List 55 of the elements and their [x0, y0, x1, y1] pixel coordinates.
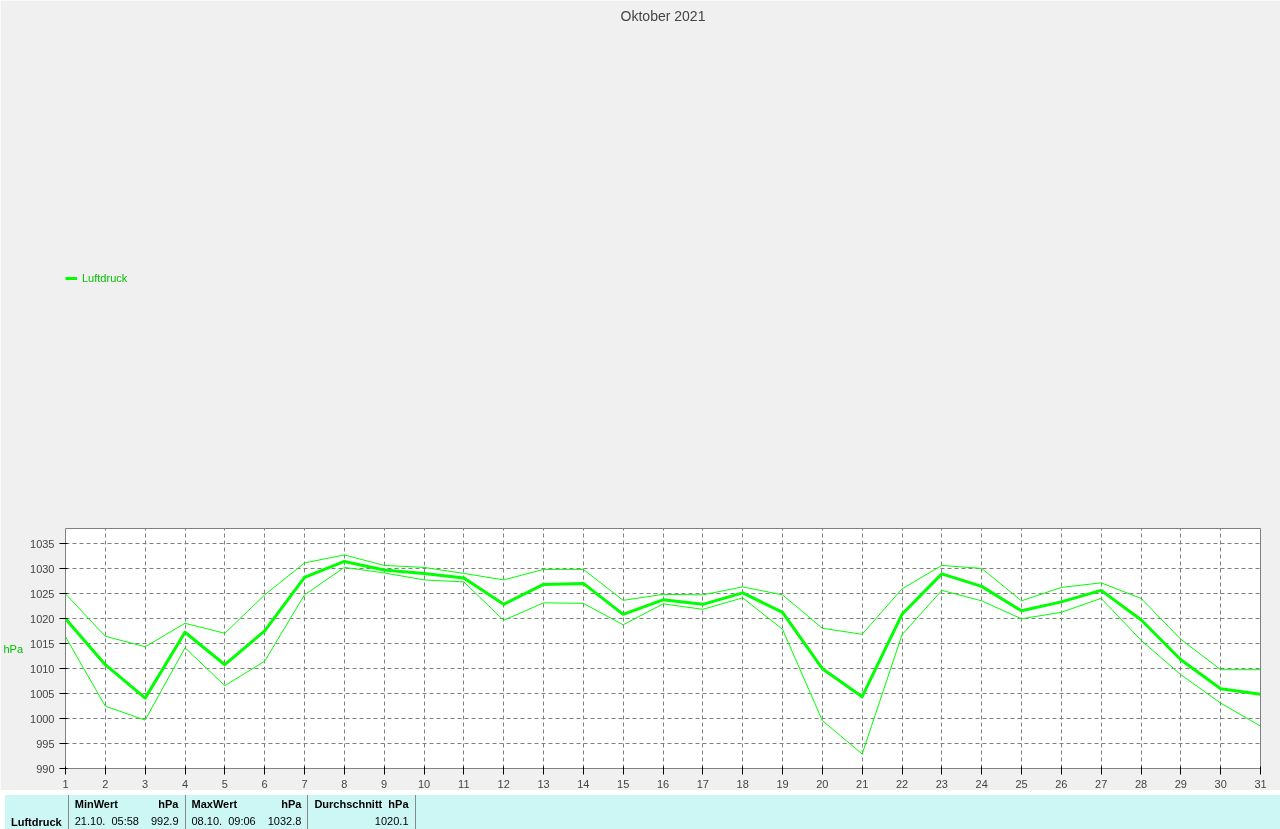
text: Durchschnitt hPa: [307, 795, 416, 812]
chart-title: Oktober 2021: [620, 7, 706, 24]
y-tick-label: 1010: [30, 662, 55, 675]
y-tick-label: 1035: [30, 537, 55, 550]
text: MaxWert: [190, 796, 239, 812]
x-tick-label: 21: [856, 777, 869, 790]
y-tick-label: 1015: [30, 637, 55, 650]
x-tick-label: 6: [261, 777, 268, 790]
x-tick-label: 29: [1174, 777, 1187, 790]
x-tick-label: 3: [142, 777, 149, 790]
x-tick-label: 9: [381, 777, 388, 790]
x-tick-label: 22: [895, 777, 909, 790]
text: hPa: [261, 795, 308, 812]
text: MinWert: [73, 796, 119, 812]
x-tick-label: 27: [1095, 777, 1108, 790]
y-tick-label: 1005: [30, 687, 55, 700]
x-tick-label: 17: [696, 777, 709, 790]
x-tick-label: 1: [62, 777, 69, 790]
x-tick-label: 4: [181, 777, 189, 790]
x-tick-label: 5: [221, 777, 228, 790]
text: 08.10. 09:06: [190, 813, 257, 829]
x-tick-label: 30: [1214, 777, 1227, 790]
x-tick-label: 20: [816, 777, 829, 790]
text: hPa: [144, 795, 185, 812]
x-tick-label: 14: [577, 777, 590, 790]
y-axis-title: hPa: [3, 642, 24, 655]
y-tick-label: 1000: [30, 712, 55, 725]
x-tick-label: 18: [736, 777, 749, 790]
x-tick-label: 31: [1254, 777, 1267, 790]
x-tick-label: 12: [497, 777, 510, 790]
x-tick-label: 19: [776, 777, 789, 790]
x-tick-label: 24: [975, 777, 988, 790]
text: Luftdruck: [5, 795, 69, 829]
legend-label: Luftdruck: [82, 272, 128, 284]
x-tick-label: 8: [341, 777, 348, 790]
x-tick-label: 25: [1015, 777, 1028, 790]
y-tick-label: 1030: [30, 562, 55, 575]
text: 1032.8: [261, 812, 308, 829]
y-tick-label: 1020: [30, 612, 55, 625]
text: 1020.1: [307, 812, 416, 829]
x-tick-label: 23: [935, 777, 948, 790]
x-tick-label: 2: [102, 777, 109, 790]
x-tick-label: 10: [417, 777, 431, 790]
x-tick-label: 28: [1134, 777, 1148, 790]
x-tick-label: 13: [537, 777, 550, 790]
x-tick-label: 11: [458, 777, 470, 790]
x-tick-label: 16: [656, 777, 670, 790]
text: 992.9: [144, 812, 185, 829]
y-tick-label: 1025: [30, 587, 55, 600]
text: 21.10. 05:58: [73, 813, 140, 829]
x-tick-label: 26: [1055, 777, 1068, 790]
y-tick-label: 995: [36, 737, 55, 750]
y-tick-label: 990: [36, 762, 55, 775]
x-tick-label: 15: [617, 777, 630, 790]
x-tick-label: 7: [301, 777, 308, 790]
